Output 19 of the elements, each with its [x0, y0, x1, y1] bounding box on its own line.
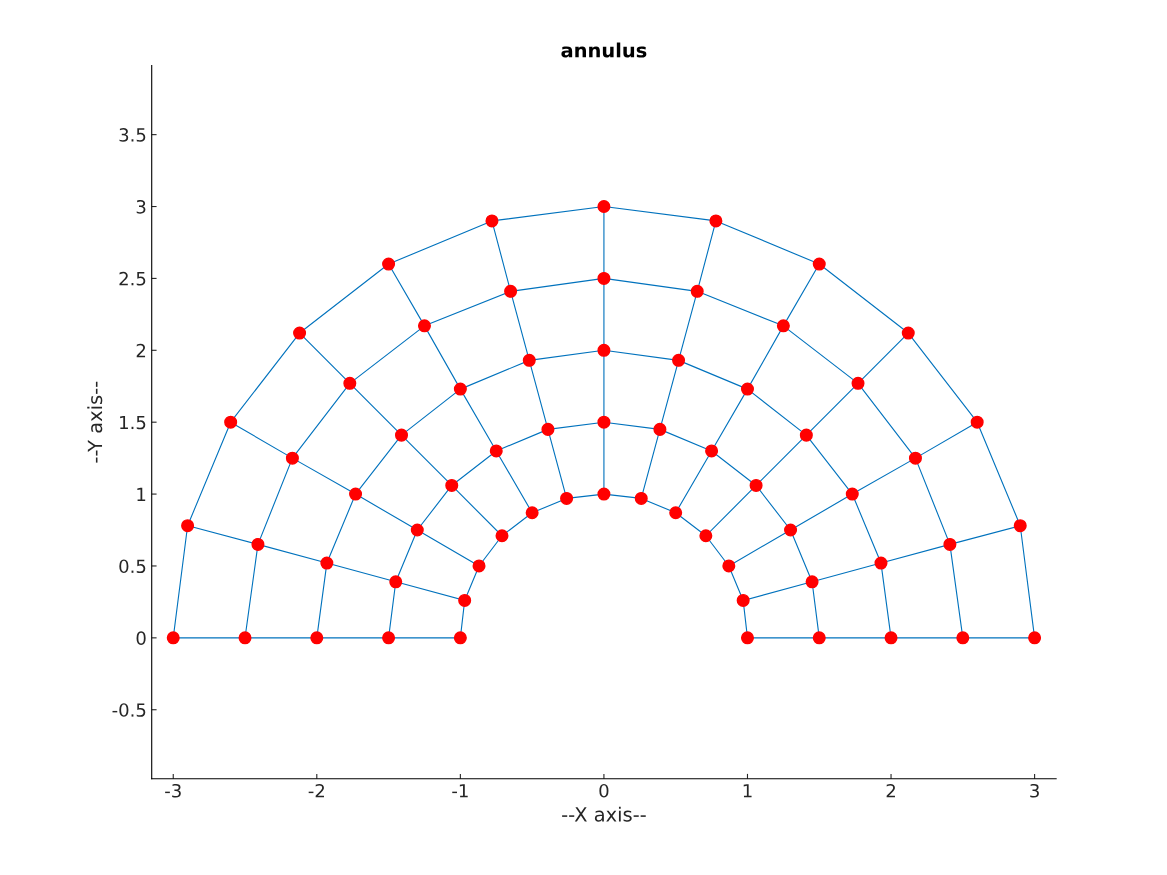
y-tick-label: 0: [136, 631, 146, 645]
y-tick-label: 3: [136, 199, 146, 214]
y-axis-title: --Y axis--: [87, 381, 103, 463]
y-tick-label: -0.5: [112, 703, 146, 717]
x-tick-label: 3: [1030, 783, 1039, 798]
y-tick-label: 3.5: [119, 128, 146, 142]
y-tick-label: 1.5: [120, 415, 146, 430]
y-tick-label: 2.5: [119, 271, 146, 286]
y-tick-label: 2: [136, 343, 146, 358]
x-tick-label: 2: [886, 783, 895, 798]
x-tick-label: -1: [452, 784, 468, 798]
x-tick-label: -3: [165, 783, 181, 798]
y-tick-label: 1: [137, 487, 146, 501]
x-tick-label: 1: [743, 784, 752, 798]
x-tick-label: 0: [599, 783, 609, 798]
x-tick-label: -2: [308, 783, 324, 798]
y-tick-label: 0.5: [119, 559, 146, 574]
chart-title: annulus: [561, 42, 647, 58]
x-axis-title: --X axis--: [562, 806, 646, 822]
